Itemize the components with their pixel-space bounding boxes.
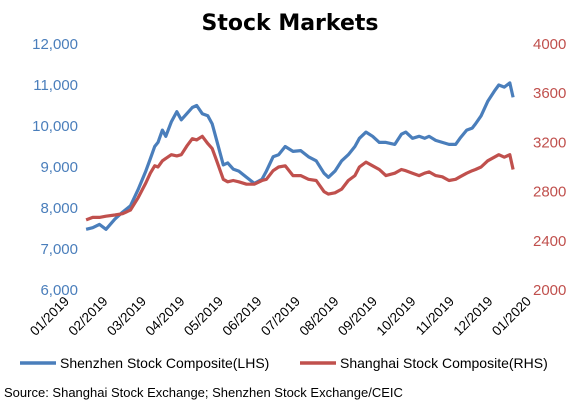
legend: Shenzhen Stock Composite(LHS) Shanghai St… (20, 355, 548, 371)
right-tick-label: 2400 (533, 233, 566, 250)
x-tick-label: 09/2019 (335, 294, 380, 339)
source-note: Source: Shanghai Stock Exchange; Shenzhe… (4, 385, 403, 400)
legend-label: Shanghai Stock Composite(RHS) (340, 355, 548, 371)
right-tick-label: 3600 (533, 85, 566, 102)
x-axis-ticks: 01/201902/201903/201904/201905/201906/20… (27, 294, 534, 339)
left-tick-label: 12,000 (32, 36, 78, 53)
left-tick-label: 11,000 (33, 77, 78, 94)
right-tick-label: 3200 (533, 134, 566, 151)
x-tick-label: 01/2019 (27, 294, 72, 339)
shenzhen-line (85, 81, 515, 231)
x-tick-label: 05/2019 (181, 294, 226, 339)
right-axis-ticks: 2000 2400 2800 3200 3600 4000 (533, 36, 566, 299)
right-tick-label: 2000 (533, 282, 566, 299)
x-tick-label: 07/2019 (258, 294, 303, 339)
x-tick-label: 06/2019 (219, 294, 264, 339)
x-tick-label: 10/2019 (373, 294, 418, 339)
right-tick-label: 4000 (533, 36, 566, 53)
series-lines (85, 81, 515, 231)
left-axis-ticks: 6,000 7,000 8,000 9,000 10,000 11,000 12,000 (32, 36, 78, 299)
x-tick-label: 12/2019 (450, 294, 495, 339)
left-tick-label: 8,000 (40, 200, 78, 217)
x-tick-label: 11/2019 (413, 294, 457, 338)
shanghai-line (85, 134, 515, 222)
chart-title: Stock Markets (202, 11, 379, 36)
left-tick-label: 10,000 (32, 118, 78, 135)
left-tick-label: 6,000 (40, 282, 78, 299)
x-tick-label: 08/2019 (296, 294, 341, 339)
x-tick-label: 03/2019 (104, 294, 149, 339)
left-tick-label: 9,000 (40, 159, 78, 176)
x-tick-label: 04/2019 (142, 294, 187, 339)
x-tick-label: 01/2020 (489, 294, 534, 339)
x-tick-label: 02/2019 (65, 294, 110, 339)
right-tick-label: 2800 (533, 184, 566, 201)
legend-label: Shenzhen Stock Composite(LHS) (60, 355, 269, 371)
left-tick-label: 7,000 (40, 241, 78, 258)
